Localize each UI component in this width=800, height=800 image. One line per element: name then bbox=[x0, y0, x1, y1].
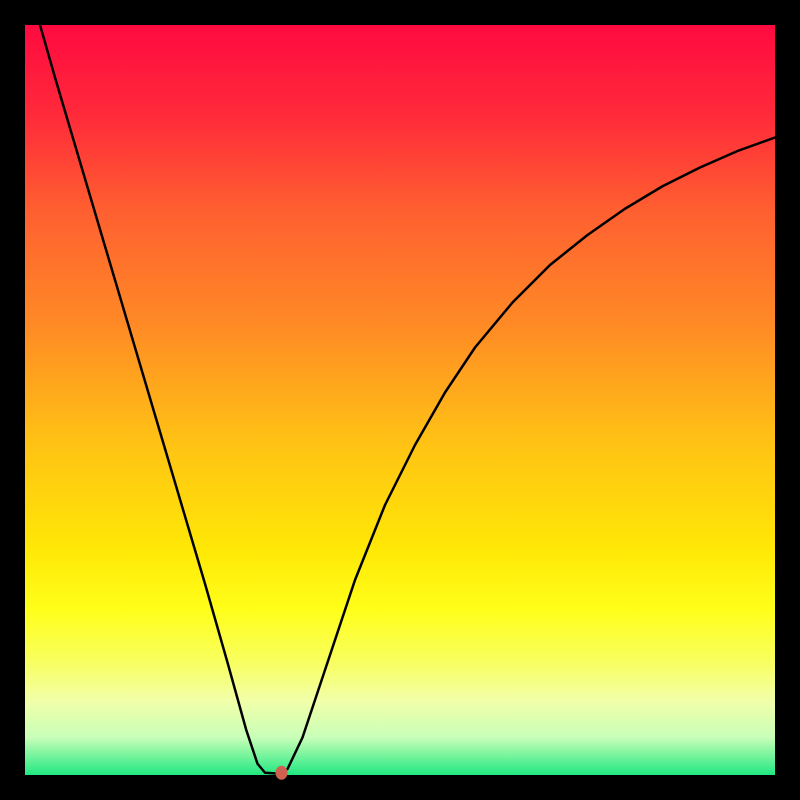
watermark-text: TheBottleneck.com bbox=[602, 2, 790, 28]
chart-svg bbox=[0, 0, 800, 800]
chart-background bbox=[25, 25, 775, 775]
bottleneck-chart: TheBottleneck.com bbox=[0, 0, 800, 800]
optimal-point-marker bbox=[276, 766, 288, 780]
